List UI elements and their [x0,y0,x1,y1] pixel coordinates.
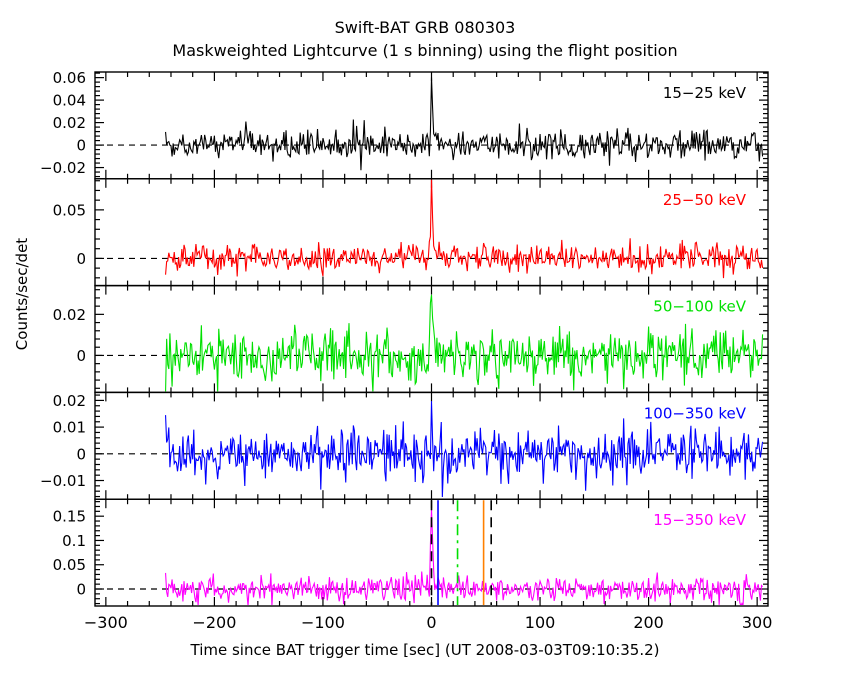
y-tick-label: 0.06 [53,69,86,87]
panel-2: 0 0.05 25−50 keV [53,178,769,287]
chart-title: Swift-BAT GRB 080303 [334,18,516,37]
y-tick-label: 0.05 [53,556,86,574]
x-tick-label: 100 [525,613,556,632]
lightcurve-trace [165,77,764,171]
x-tick-label: −200 [192,613,236,632]
y-tick-label: 0.01 [53,419,86,437]
panel-band-label: 25−50 keV [663,191,747,209]
y-tick-label: 0.02 [53,114,86,132]
x-axis-label: Time since BAT trigger time [sec] (UT 20… [190,641,660,659]
x-tick-label: 300 [742,613,773,632]
x-tick-label: 200 [633,613,664,632]
panel-band-label: 50−100 keV [653,298,746,316]
lightcurve-trace [165,508,763,606]
y-tick-label: 0.02 [53,306,86,324]
panel-4: −0.01 0 0.01 0.02 100−350 keV [40,391,769,500]
y-tick-label: 0.02 [53,392,86,410]
panel-1: −0.02 0 0.02 0.04 0.06 15−25 keV [40,69,769,180]
x-tick-label: −100 [301,613,345,632]
lightcurve-trace [165,294,764,392]
x-tick-label: −300 [84,613,128,632]
panel-5: 0 0.05 0.1 0.15 15−350 keV [53,498,769,607]
y-tick-label: 0 [76,250,86,268]
y-tick-label: 0.15 [53,508,86,526]
y-tick-label: 0.04 [53,92,86,110]
panel-band-label: 15−350 keV [653,511,746,529]
y-tick-label: 0.1 [62,532,86,550]
y-tick-label: 0.05 [53,201,86,219]
chart-subtitle: Maskweighted Lightcurve (1 s binning) us… [172,41,678,60]
y-tick-label: 0 [76,445,86,463]
panel-band-label: 100−350 keV [644,404,747,422]
y-tick-label: −0.02 [40,159,86,177]
lightcurve-trace [165,401,764,498]
y-tick-label: 0 [76,137,86,155]
panel-3: 0 0.02 50−100 keV [53,284,769,394]
y-tick-label: 0 [76,347,86,365]
panel-band-label: 15−25 keV [663,84,747,102]
y-tick-label: −0.01 [40,472,86,490]
y-tick-label: 0 [76,581,86,599]
lightcurve-trace [165,179,764,279]
x-tick-label: 0 [426,613,436,632]
